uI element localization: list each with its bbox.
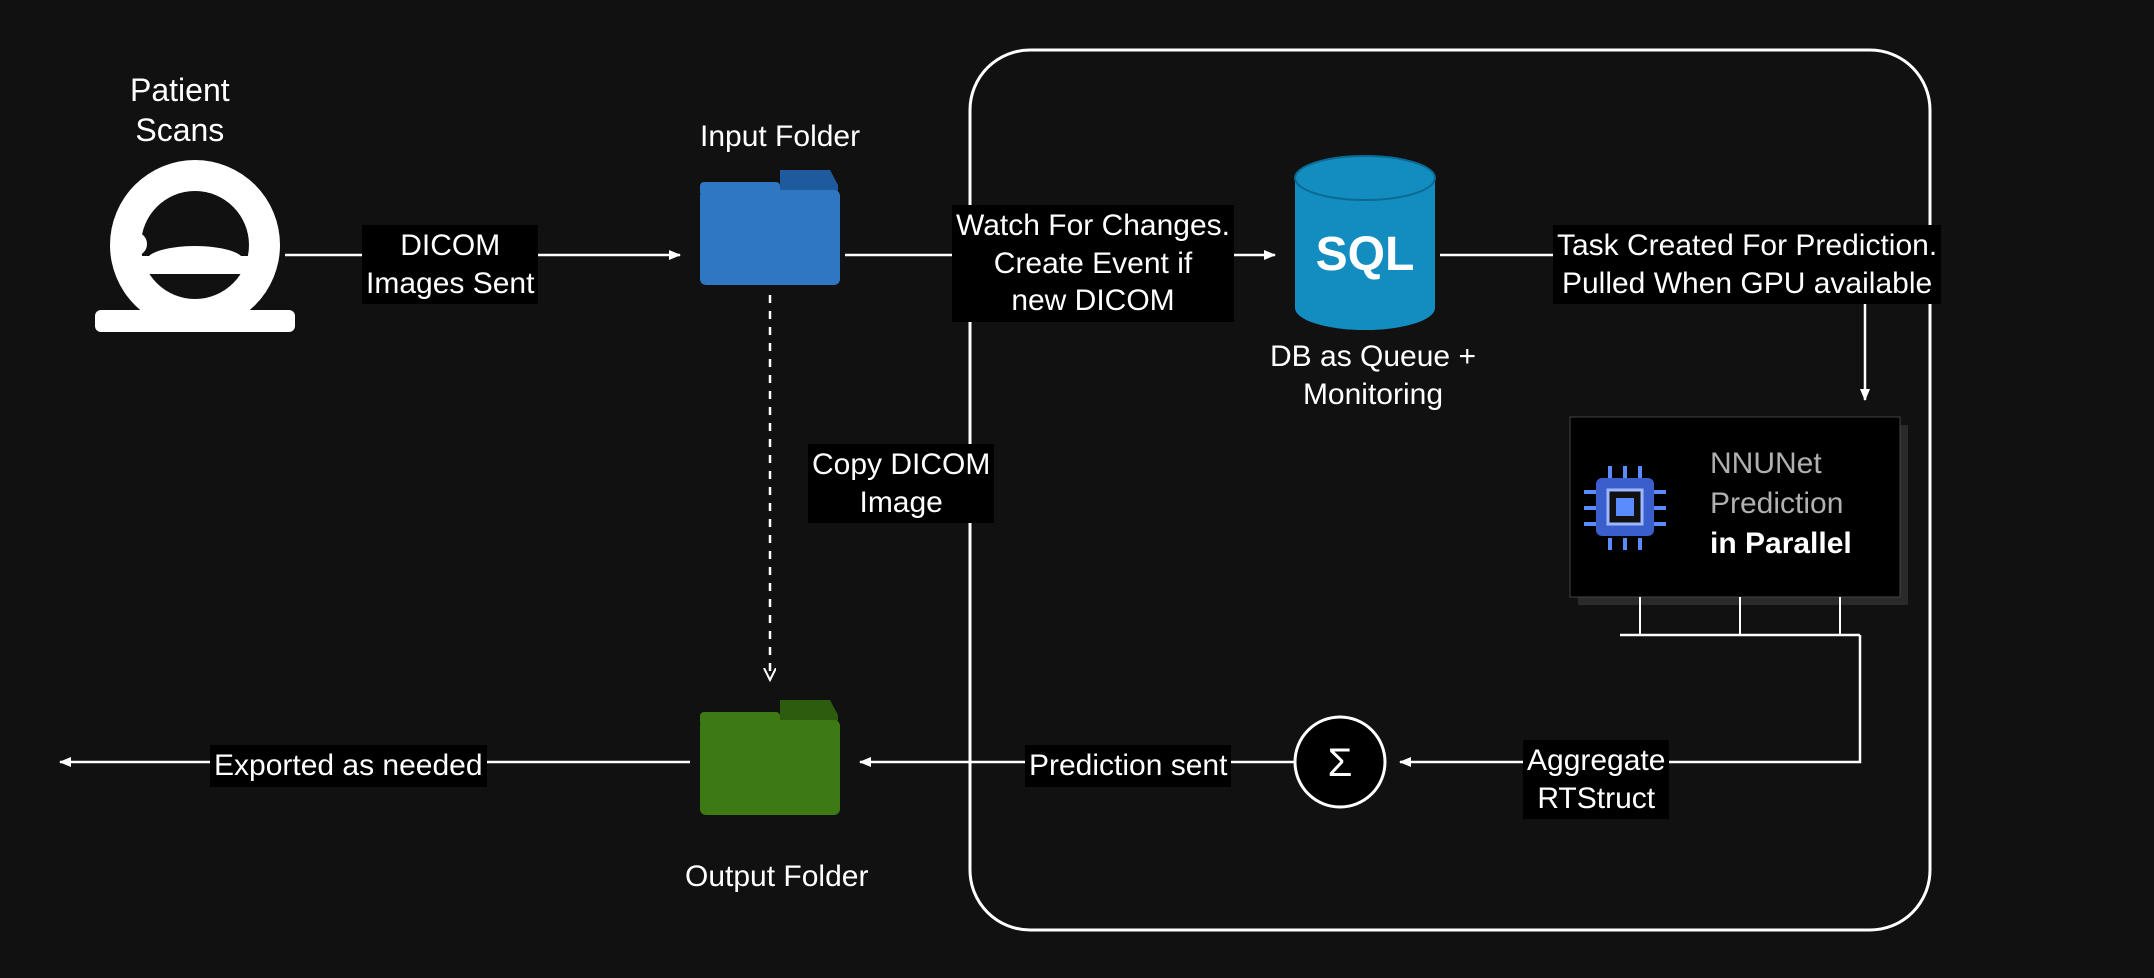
nnunet-line1: NNUNet [1710, 445, 1822, 483]
output-folder-icon [700, 700, 840, 815]
edge-label-task-created: Task Created For Prediction. Pulled When… [1553, 225, 1941, 304]
sql-text: SQL [1316, 228, 1415, 281]
input-folder-icon [700, 170, 840, 285]
edge-label-watch-changes: Watch For Changes. Create Event if new D… [952, 205, 1234, 322]
edge-label-aggregate: Aggregate RTStruct [1523, 740, 1669, 819]
nnunet-line2: Prediction [1710, 485, 1843, 523]
input-folder-label: Input Folder [700, 118, 860, 156]
diagram-canvas: SQL Σ [0, 0, 2154, 978]
sigma-symbol: Σ [1328, 741, 1353, 785]
patient-scans-label: Patient Scans [130, 70, 230, 150]
edge-label-dicom-sent: DICOM Images Sent [362, 225, 538, 304]
edge-label-prediction-sent: Prediction sent [1025, 745, 1231, 787]
edge-label-exported: Exported as needed [210, 745, 487, 787]
output-folder-label: Output Folder [685, 858, 868, 896]
ct-scanner-icon [95, 160, 295, 332]
edge-label-copy-dicom: Copy DICOM Image [808, 444, 994, 523]
nnunet-line3: in Parallel [1710, 525, 1852, 563]
db-label: DB as Queue + Monitoring [1270, 338, 1476, 413]
sql-db-icon: SQL [1295, 156, 1435, 330]
